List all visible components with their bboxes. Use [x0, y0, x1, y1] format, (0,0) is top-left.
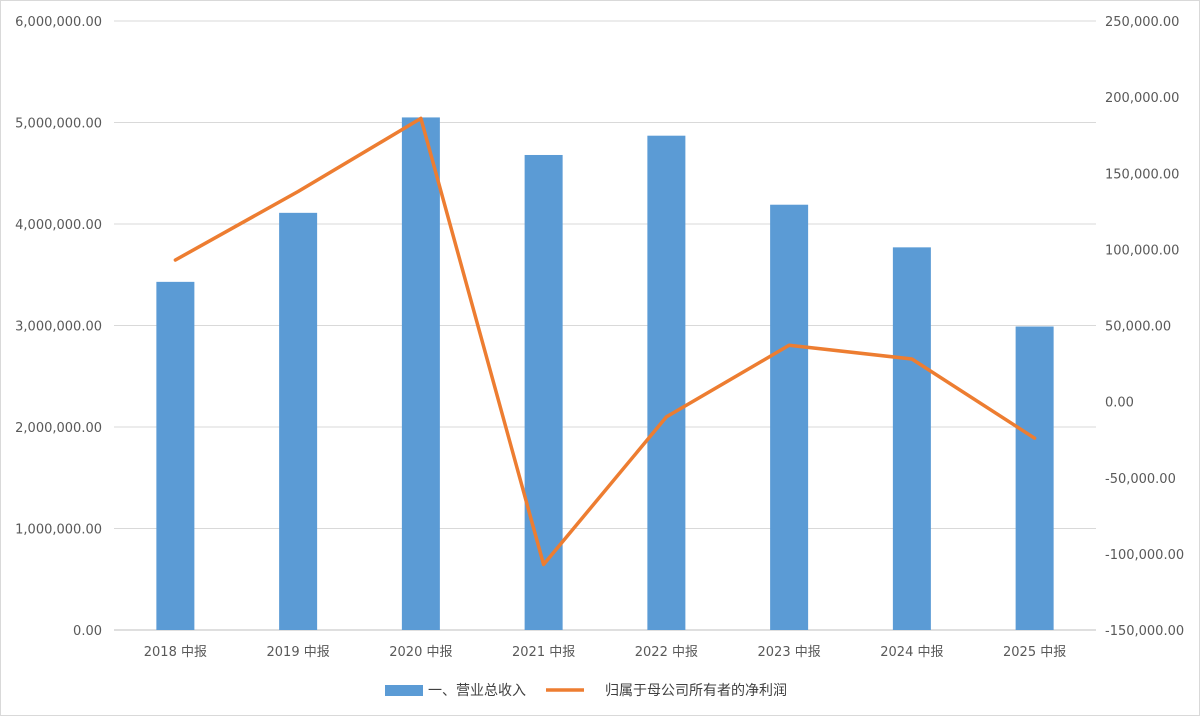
- x-axis-ticks: 2018 中报 2019 中报 2020 中报 2021 中报 2022 中报 2023 …: [144, 645, 1066, 660]
- x-axis-tick-label: 2024 中报: [880, 645, 943, 660]
- left-axis-tick-label: 2,000,000.00: [15, 421, 102, 436]
- left-axis-tick-label: 0.00: [73, 624, 102, 639]
- legend-label-revenue: 一、营业总收入: [428, 683, 526, 699]
- x-axis-tick-label: 2022 中报: [635, 645, 698, 660]
- revenue-bar: [647, 135, 686, 630]
- right-axis-tick-label: 100,000.00: [1105, 243, 1179, 258]
- x-axis-tick-label: 2019 中报: [267, 645, 330, 660]
- revenue-bar: [279, 212, 318, 630]
- legend-swatch-revenue: [385, 685, 423, 696]
- left-axis-ticks: 0.00 1,000,000.00 2,000,000.00 3,000,000.00…: [15, 15, 102, 639]
- net-profit-line: [173, 116, 1037, 567]
- revenue-bar: [1015, 326, 1054, 630]
- left-axis-tick-label: 4,000,000.00: [15, 218, 102, 233]
- right-axis-tick-label: -100,000.00: [1105, 548, 1184, 563]
- x-axis-tick-label: 2023 中报: [758, 645, 821, 660]
- net-profit-series-line: [173, 116, 1037, 567]
- right-axis-tick-label: -150,000.00: [1105, 624, 1184, 639]
- x-axis-tick-label: 2018 中报: [144, 645, 207, 660]
- right-axis-tick-label: 0.00: [1105, 396, 1134, 411]
- revenue-bars: [156, 117, 1054, 631]
- x-axis-tick-label: 2021 中报: [512, 645, 575, 660]
- right-axis-tick-label: 200,000.00: [1105, 91, 1179, 106]
- right-axis-tick-label: -50,000.00: [1105, 472, 1176, 487]
- left-axis-tick-label: 1,000,000.00: [15, 523, 102, 538]
- right-axis-tick-label: 50,000.00: [1105, 320, 1171, 335]
- right-axis-tick-label: 250,000.00: [1105, 15, 1179, 30]
- revenue-bar: [156, 281, 195, 630]
- revenue-bar: [770, 204, 809, 630]
- left-axis-tick-label: 3,000,000.00: [15, 320, 102, 335]
- legend: 一、营业总收入 归属于母公司所有者的净利润: [385, 682, 787, 699]
- revenue-bar: [892, 247, 931, 630]
- left-axis-tick-label: 5,000,000.00: [15, 117, 102, 132]
- left-axis-tick-label: 6,000,000.00: [15, 15, 102, 30]
- right-axis-ticks: -150,000.00 -100,000.00 -50,000.00 0.00 50,0…: [1105, 15, 1184, 639]
- x-axis-tick-label: 2020 中报: [389, 645, 452, 660]
- right-axis-tick-label: 150,000.00: [1105, 167, 1179, 182]
- legend-label-net-profit: 归属于母公司所有者的净利润: [605, 682, 787, 699]
- gridlines: [114, 20, 1096, 631]
- x-axis-tick-label: 2025 中报: [1003, 645, 1066, 660]
- revenue-bar: [401, 117, 440, 631]
